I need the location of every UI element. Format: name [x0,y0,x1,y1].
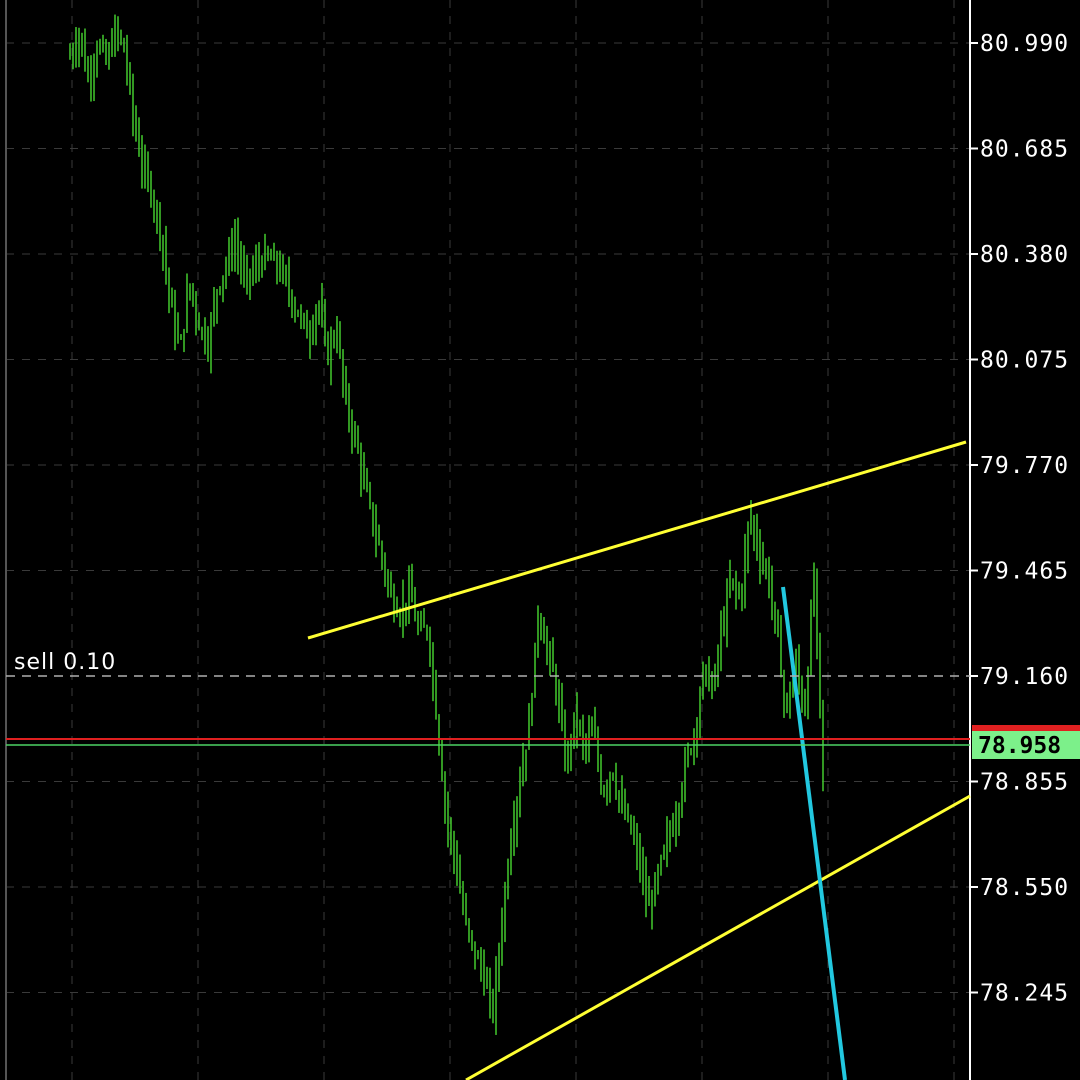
price-tick-label: 78.550 [980,875,1069,901]
current-price-label: 78.958 [978,733,1061,759]
price-tick-label: 80.990 [980,31,1069,57]
price-axis[interactable]: 80.990 80.685 80.380 80.075 79.770 79.465 79.1… [970,31,1069,1007]
resistance-trendline[interactable] [307,440,967,640]
price-tick-label: 80.685 [980,137,1069,163]
price-tick-label: 79.160 [980,664,1069,690]
candle-series [69,14,824,1035]
price-tick-label: 80.075 [980,348,1069,374]
price-tick-label: 79.465 [980,559,1069,585]
projection-line[interactable] [781,586,847,1080]
price-tick-label: 78.245 [980,981,1069,1007]
price-tick-label: 78.855 [980,770,1069,796]
support-trendline[interactable] [465,794,971,1080]
ask-price-marker [972,725,1080,731]
current-price-badge [972,731,1080,759]
price-tick-label: 79.770 [980,453,1069,479]
price-tick-label: 80.380 [980,242,1069,268]
chart-grid [6,0,970,1080]
sell-order-label[interactable]: sell 0.10 [14,650,116,675]
